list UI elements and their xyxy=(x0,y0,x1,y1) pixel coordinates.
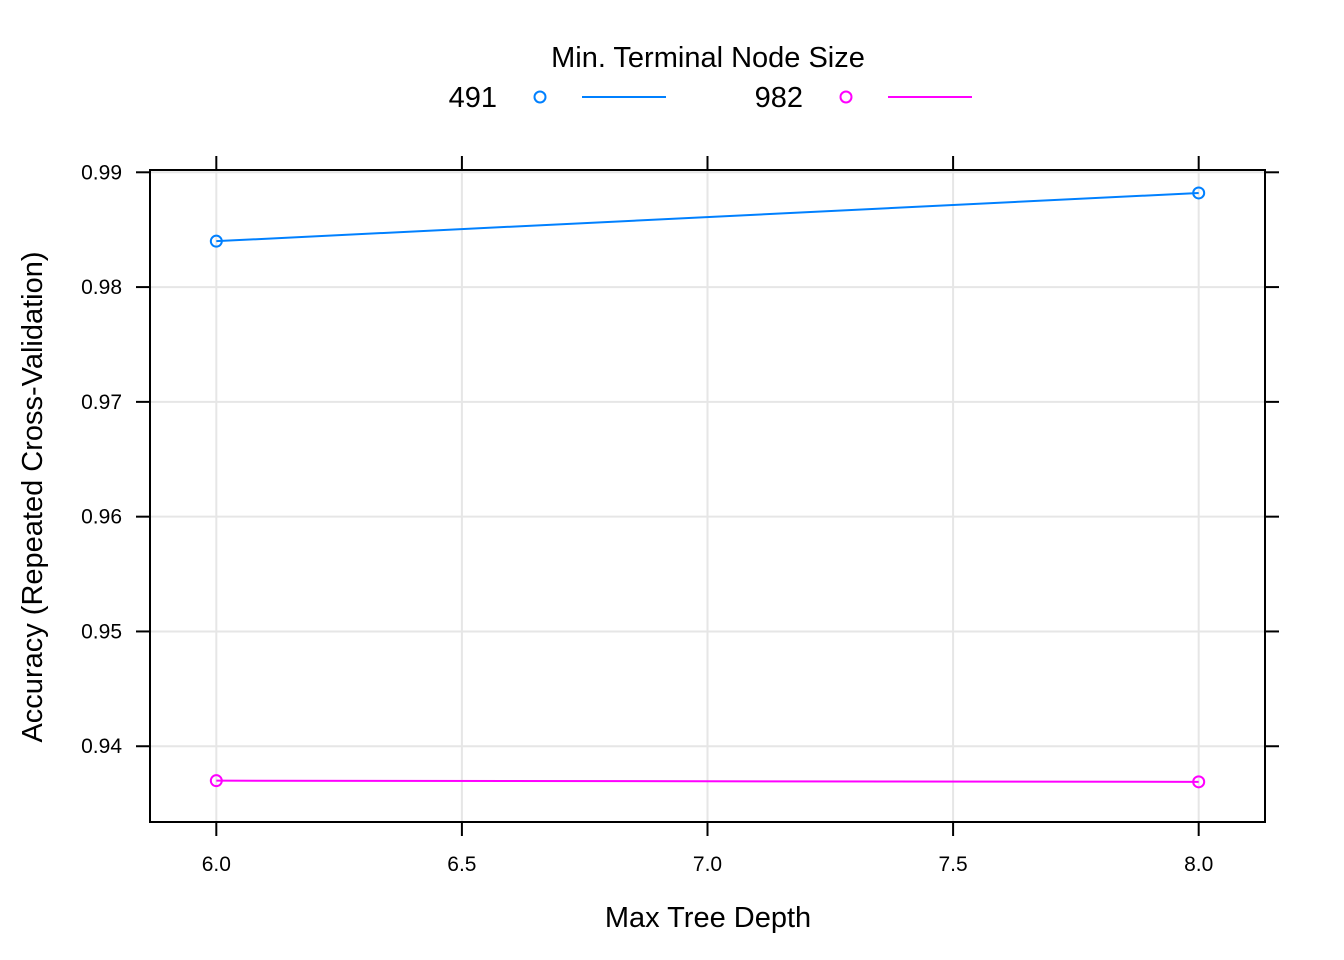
y-tick-label: 0.98 xyxy=(81,276,122,299)
legend-label-491: 491 xyxy=(449,82,497,114)
x-axis-title: Max Tree Depth xyxy=(605,902,811,934)
y-tick-label: 0.94 xyxy=(81,735,122,758)
y-tick-label: 0.95 xyxy=(81,620,122,643)
legend-marker-491 xyxy=(533,90,547,104)
legend-title: Min. Terminal Node Size xyxy=(551,42,865,74)
y-tick-label: 0.99 xyxy=(81,161,122,184)
y-tick-label: 0.97 xyxy=(81,391,122,414)
series-line-491 xyxy=(216,191,1199,243)
data-point-491 xyxy=(1192,186,1206,200)
y-tick-label: 0.96 xyxy=(81,506,122,529)
x-axis: 6.0 6.5 7.0 7.5 8.0 xyxy=(202,156,1213,876)
series-layer xyxy=(209,186,1206,789)
data-point-982 xyxy=(209,774,223,788)
y-axis-title: Accuracy (Repeated Cross-Validation) xyxy=(17,251,49,742)
grid xyxy=(150,170,1265,822)
legend-marker-982 xyxy=(839,90,853,104)
data-point-491 xyxy=(209,234,223,248)
legend-label-982: 982 xyxy=(755,82,803,114)
x-tick-label: 6.0 xyxy=(202,853,231,876)
data-point-982 xyxy=(1192,775,1206,789)
x-tick-label: 6.5 xyxy=(447,853,476,876)
x-tick-label: 7.5 xyxy=(938,853,967,876)
series-line-982 xyxy=(216,779,1199,783)
legend: Min. Terminal Node Size 491 982 xyxy=(449,42,972,114)
x-tick-label: 7.0 xyxy=(693,853,722,876)
y-axis: 0.94 0.95 0.96 0.97 0.98 0.99 xyxy=(81,161,1279,758)
x-tick-label: 8.0 xyxy=(1184,853,1213,876)
